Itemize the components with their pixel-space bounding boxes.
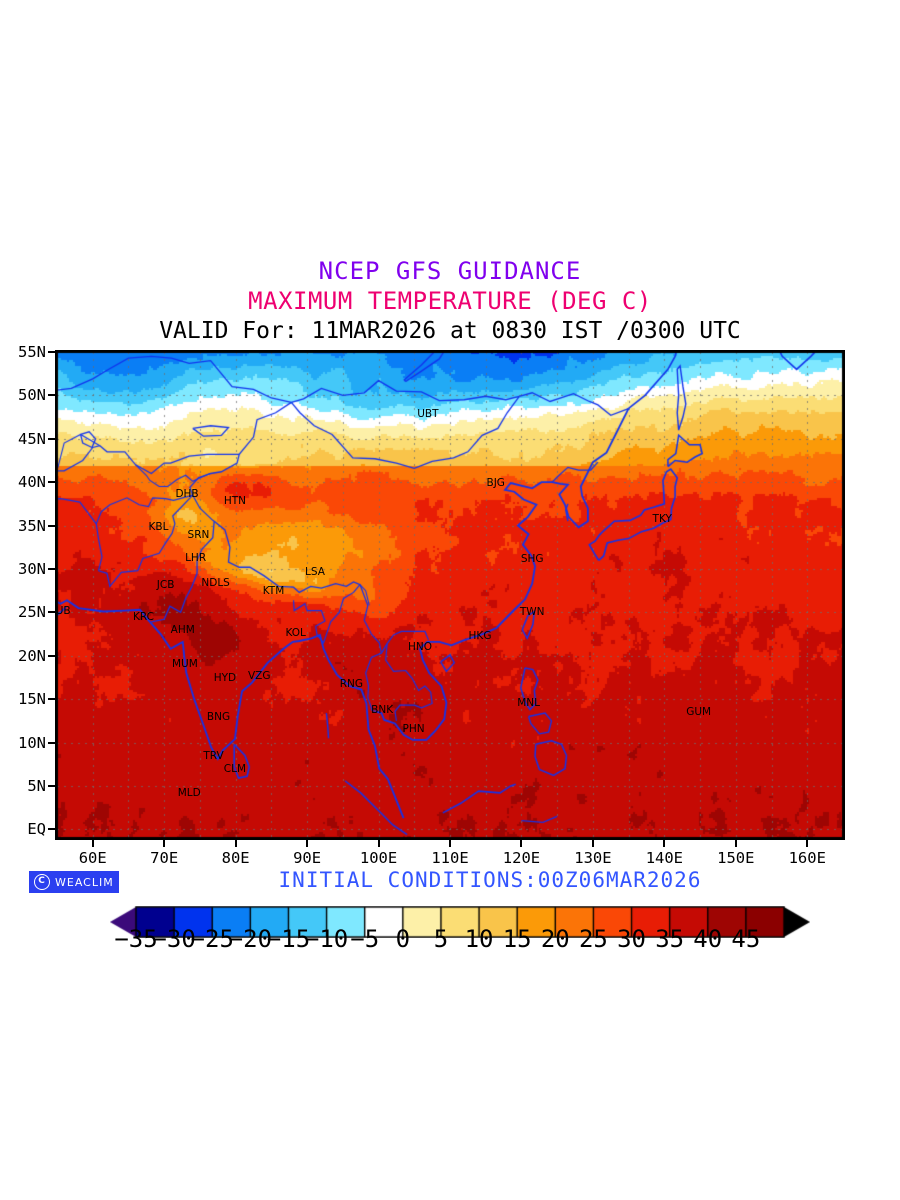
x-axis-tick (377, 840, 380, 847)
x-axis-tick (806, 840, 809, 847)
y-axis-tick (48, 654, 55, 657)
colorbar-canvas (110, 906, 810, 938)
colorbar-tick-label: 0 (395, 925, 411, 953)
copyright-icon: C (34, 874, 50, 890)
weaclim-logo: C WEACLIM (29, 871, 119, 893)
x-axis-tick (163, 840, 166, 847)
x-axis-label: 100E (359, 849, 398, 867)
x-axis-tick (663, 840, 666, 847)
y-axis-label: 35N (18, 516, 46, 535)
title-parameter: MAXIMUM TEMPERATURE (DEG C) (248, 287, 652, 315)
y-axis-tick (48, 524, 55, 527)
colorbar-tick-label: −30 (152, 925, 196, 953)
y-axis-tick (48, 567, 55, 570)
colorbar-tick-label: 35 (655, 925, 685, 953)
colorbar-tick-label: 25 (578, 925, 608, 953)
y-axis-label: 55N (18, 343, 46, 361)
y-axis-tick (48, 828, 55, 831)
y-axis-label: EQ (27, 820, 46, 839)
x-axis-label: 60E (78, 849, 107, 867)
initial-conditions-caption: INITIAL CONDITIONS:00Z06MAR2026 (278, 868, 702, 892)
y-axis-tick (48, 611, 55, 614)
y-axis-label: 15N (18, 690, 46, 709)
y-axis-tick (48, 351, 55, 353)
colorbar-tick-labels: −35 −30 −25 −20 −15 −10 −5 0 5 10 15 20 25 30 35 40 45 (110, 925, 810, 955)
colorbar-tick-label: −25 (190, 925, 234, 953)
weaclim-logo-text: WEACLIM (55, 875, 114, 889)
title-valid-time: VALID For: 11MAR2026 at 0830 IST /0300 U… (159, 318, 741, 344)
y-axis-label: 10N (18, 733, 46, 752)
y-axis-label: 25N (18, 603, 46, 622)
temperature-field-canvas (57, 352, 843, 838)
colorbar-tick-label: 10 (464, 925, 494, 953)
x-axis-tick (91, 840, 94, 847)
x-axis-label: 80E (221, 849, 250, 867)
x-axis-label: 120E (502, 849, 541, 867)
x-axis-label: 110E (431, 849, 469, 867)
colorbar-tick-label: 5 (433, 925, 449, 953)
colorbar-tick-label: −5 (350, 925, 380, 953)
colorbar-tick-label: 20 (540, 925, 570, 953)
x-axis-label: 140E (645, 849, 684, 867)
colorbar-tick-label: −15 (266, 925, 311, 953)
y-axis-tick (48, 394, 55, 397)
y-axis-label: 50N (18, 386, 46, 405)
y-axis-tick (48, 437, 55, 440)
colorbar-tick-label: −35 (114, 925, 158, 953)
y-axis-label: 40N (18, 473, 46, 492)
x-axis-tick (234, 840, 237, 847)
x-axis-tick (734, 840, 737, 847)
colorbar-tick-label: −10 (304, 925, 349, 953)
colorbar-tick-label: 45 (731, 925, 761, 953)
x-axis-tick (306, 840, 309, 847)
colorbar (110, 906, 810, 938)
map-plot-area[interactable]: DHBHTNKBLSRNLHRJCBNDLSKTMLSADUBKRCAHMKOL… (55, 350, 845, 840)
y-axis-label: 30N (18, 559, 46, 578)
colorbar-tick-label: 30 (617, 925, 646, 953)
y-axis-tick (48, 784, 55, 787)
y-axis-tick (48, 698, 55, 701)
x-axis-label: 90E (293, 849, 322, 867)
x-axis-tick (591, 840, 594, 847)
x-axis-tick (520, 840, 523, 847)
y-axis-label: 20N (18, 646, 46, 665)
x-axis-label: 150E (717, 849, 755, 867)
y-axis-label: 45N (18, 429, 46, 448)
x-axis-label: 70E (150, 849, 179, 867)
title-agency: NCEP GFS GUIDANCE (318, 257, 582, 285)
title-block: NCEP GFS GUIDANCE MAXIMUM TEMPERATURE (D… (0, 256, 900, 346)
x-axis-tick (449, 840, 451, 847)
y-axis-tick (48, 481, 55, 484)
x-axis-label: 130E (574, 849, 612, 867)
colorbar-tick-label: −20 (228, 925, 273, 953)
x-axis-label: 160E (788, 849, 826, 867)
y-axis-tick (48, 741, 55, 744)
y-axis-label: 5N (27, 776, 46, 795)
colorbar-tick-label: 15 (502, 925, 532, 953)
colorbar-tick-label: 40 (693, 925, 723, 953)
